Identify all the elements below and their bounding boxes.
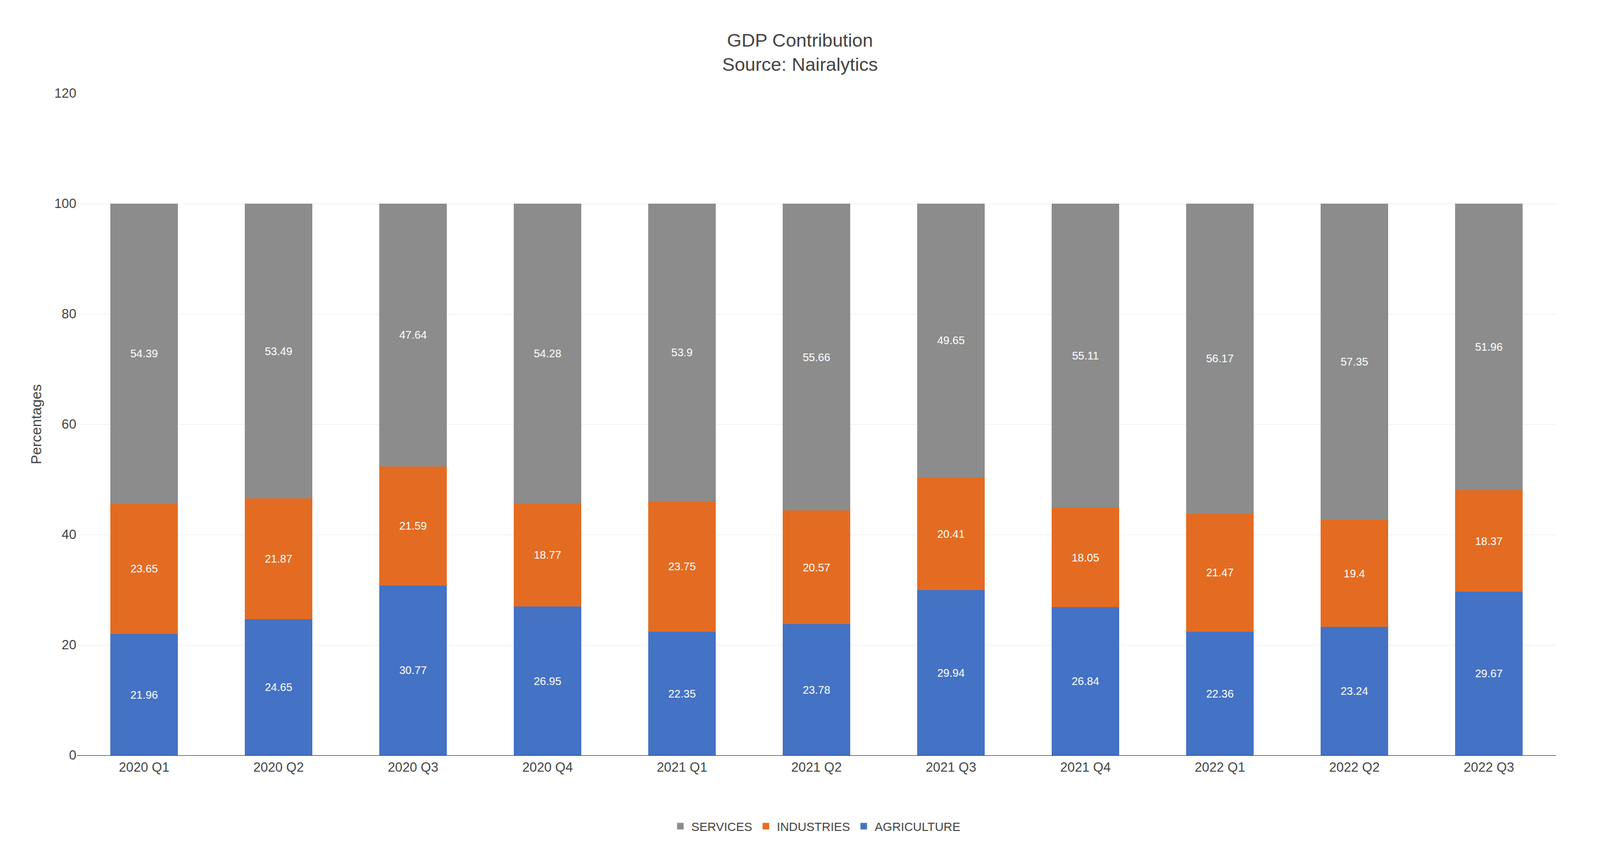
svg-text:2021 Q2: 2021 Q2 — [790, 759, 842, 775]
svg-text:23.65: 23.65 — [130, 562, 158, 575]
svg-text:21.96: 21.96 — [130, 688, 158, 701]
svg-text:51.96: 51.96 — [1474, 340, 1503, 353]
svg-text:AGRICULTURE: AGRICULTURE — [874, 820, 961, 834]
svg-text:23.78: 23.78 — [802, 683, 830, 696]
svg-text:23.24: 23.24 — [1340, 685, 1368, 698]
svg-text:2022 Q3: 2022 Q3 — [1463, 759, 1514, 775]
svg-text:GDP ContributionSource: Nairal: GDP ContributionSource: Nairalytics — [722, 29, 878, 75]
svg-text:2020 Q3: 2020 Q3 — [387, 759, 439, 775]
svg-text:21.47: 21.47 — [1205, 566, 1234, 579]
svg-text:20.57: 20.57 — [802, 561, 830, 574]
svg-text:0: 0 — [69, 747, 77, 763]
svg-text:18.77: 18.77 — [533, 548, 561, 561]
svg-text:18.37: 18.37 — [1474, 535, 1503, 548]
svg-text:40: 40 — [61, 526, 77, 542]
svg-text:54.39: 54.39 — [130, 347, 158, 360]
svg-text:2021 Q3: 2021 Q3 — [925, 759, 976, 775]
svg-text:20: 20 — [61, 637, 77, 653]
svg-text:2021 Q4: 2021 Q4 — [1059, 759, 1111, 775]
svg-text:24.65: 24.65 — [264, 681, 293, 694]
svg-text:26.84: 26.84 — [1071, 675, 1099, 688]
svg-text:80: 80 — [61, 306, 77, 322]
svg-text:29.94: 29.94 — [936, 666, 965, 679]
svg-text:53.9: 53.9 — [671, 346, 693, 359]
svg-text:47.64: 47.64 — [399, 328, 427, 341]
svg-text:30.77: 30.77 — [399, 664, 427, 677]
svg-text:2022 Q1: 2022 Q1 — [1194, 759, 1245, 775]
svg-text:29.67: 29.67 — [1474, 667, 1503, 680]
svg-text:20.41: 20.41 — [936, 528, 965, 541]
svg-text:22.36: 22.36 — [1205, 687, 1234, 700]
svg-text:56.17: 56.17 — [1205, 352, 1234, 365]
svg-text:55.66: 55.66 — [802, 351, 830, 364]
svg-text:54.28: 54.28 — [533, 347, 561, 360]
svg-text:19.4: 19.4 — [1343, 567, 1366, 580]
svg-text:21.87: 21.87 — [264, 552, 293, 565]
svg-text:SERVICES: SERVICES — [691, 820, 753, 834]
svg-text:49.65: 49.65 — [936, 334, 965, 347]
svg-text:22.35: 22.35 — [667, 687, 696, 700]
svg-text:120: 120 — [54, 85, 77, 101]
svg-text:2020 Q2: 2020 Q2 — [253, 759, 304, 775]
svg-text:2021 Q1: 2021 Q1 — [656, 759, 707, 775]
svg-text:55.11: 55.11 — [1071, 349, 1099, 362]
svg-text:26.95: 26.95 — [533, 675, 561, 688]
svg-text:2020 Q1: 2020 Q1 — [118, 759, 170, 775]
svg-text:23.75: 23.75 — [667, 560, 696, 573]
svg-text:53.49: 53.49 — [264, 345, 293, 358]
svg-text:21.59: 21.59 — [399, 519, 427, 532]
svg-text:2022 Q2: 2022 Q2 — [1328, 759, 1380, 775]
svg-text:2020 Q4: 2020 Q4 — [521, 759, 573, 775]
svg-text:Percentages: Percentages — [27, 384, 45, 465]
svg-text:18.05: 18.05 — [1071, 551, 1099, 564]
svg-text:57.35: 57.35 — [1340, 355, 1368, 368]
svg-text:100: 100 — [54, 195, 77, 211]
svg-text:60: 60 — [61, 416, 77, 432]
svg-text:INDUSTRIES: INDUSTRIES — [776, 820, 850, 834]
